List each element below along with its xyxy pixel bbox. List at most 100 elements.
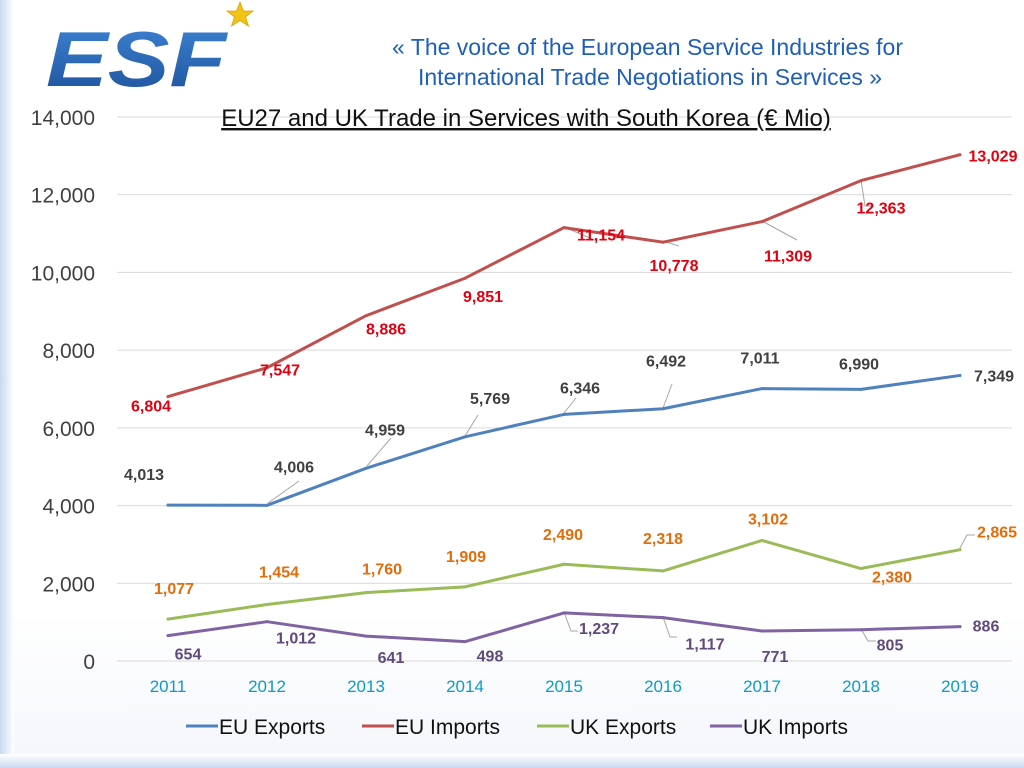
data-point-uk-imports xyxy=(463,640,467,644)
data-point-uk-exports xyxy=(859,567,863,571)
data-label-eu-exports: 7,349 xyxy=(974,368,1014,385)
x-tick-label: 2011 xyxy=(150,677,187,696)
leader-line xyxy=(860,628,876,642)
data-label-uk-exports: 1,760 xyxy=(362,562,402,579)
data-label-eu-exports: 4,959 xyxy=(365,422,405,439)
data-label-uk-exports: 2,490 xyxy=(543,527,583,544)
data-point-eu-exports xyxy=(562,412,566,416)
legend-label-eu-imports: EU Imports xyxy=(395,716,500,739)
data-label-eu-imports: 10,778 xyxy=(650,258,699,275)
data-point-uk-exports xyxy=(463,585,467,589)
data-point-uk-imports xyxy=(562,611,566,615)
data-point-eu-imports xyxy=(760,220,764,224)
leader-line xyxy=(959,534,975,549)
data-label-eu-imports: 6,804 xyxy=(131,399,171,416)
data-label-eu-imports: 7,547 xyxy=(260,363,300,380)
data-point-uk-imports xyxy=(661,616,665,620)
tagline: « The voice of the European Service Indu… xyxy=(392,32,992,92)
x-tick-label: 2017 xyxy=(743,677,781,696)
data-label-eu-imports: 8,886 xyxy=(366,322,406,339)
data-label-uk-imports: 805 xyxy=(877,638,904,655)
x-tick-label: 2018 xyxy=(842,677,880,696)
legend: EU Exports EU Imports UK Exports UK Imports xyxy=(186,716,848,739)
data-point-uk-exports xyxy=(958,548,962,552)
leader-line xyxy=(267,480,300,504)
star-icon xyxy=(225,0,255,27)
data-point-uk-imports xyxy=(760,629,764,633)
data-point-eu-imports xyxy=(958,153,962,157)
data-label-eu-exports: 6,492 xyxy=(646,354,686,371)
data-label-eu-exports: 5,769 xyxy=(470,391,510,408)
leader-line xyxy=(563,397,577,414)
data-point-eu-exports xyxy=(364,466,368,470)
esf-logo: ESF xyxy=(46,0,255,100)
y-axis: 0 2,000 4,000 6,000 8,000 10,000 12,000 14,000 xyxy=(31,107,95,674)
data-label-uk-imports: 886 xyxy=(973,619,1000,636)
data-point-eu-imports xyxy=(661,240,665,244)
data-point-eu-imports xyxy=(562,226,566,230)
data-label-uk-imports: 1,012 xyxy=(276,631,316,648)
label-leader-lines xyxy=(267,179,975,642)
leader-line xyxy=(662,616,677,638)
y-tick-label: 10,000 xyxy=(31,262,95,285)
data-label-eu-exports: 4,006 xyxy=(274,459,314,476)
series-lines xyxy=(166,153,962,644)
data-label-uk-exports: 1,077 xyxy=(154,581,194,598)
y-tick-label: 8,000 xyxy=(42,340,95,363)
legend-label-uk-exports: UK Exports xyxy=(570,716,676,739)
data-label-eu-imports: 12,363 xyxy=(857,201,906,218)
data-point-eu-exports xyxy=(166,503,170,507)
x-tick-label: 2019 xyxy=(941,677,979,696)
x-tick-label: 2015 xyxy=(545,677,583,696)
y-tick-label: 4,000 xyxy=(42,496,95,519)
x-tick-label: 2014 xyxy=(446,677,484,696)
data-point-uk-exports xyxy=(760,538,764,542)
data-point-eu-imports xyxy=(364,314,368,318)
data-point-uk-exports xyxy=(166,617,170,621)
data-point-uk-exports xyxy=(661,569,665,573)
leader-line xyxy=(563,611,578,632)
data-label-uk-imports: 1,237 xyxy=(579,621,619,638)
data-point-uk-imports xyxy=(265,620,269,624)
data-point-eu-exports xyxy=(958,373,962,377)
leader-line xyxy=(761,220,798,241)
data-label-uk-exports: 3,102 xyxy=(748,511,788,528)
data-point-uk-exports xyxy=(265,603,269,607)
y-tick-label: 14,000 xyxy=(31,107,95,130)
data-point-eu-exports xyxy=(463,435,467,439)
leader-line xyxy=(860,179,873,207)
data-point-uk-imports xyxy=(859,628,863,632)
data-label-uk-exports: 1,909 xyxy=(446,549,486,566)
data-label-uk-imports: 498 xyxy=(477,649,504,666)
data-point-eu-exports xyxy=(265,503,269,507)
data-point-eu-imports xyxy=(265,366,269,370)
y-tick-label: 2,000 xyxy=(42,573,95,596)
logo-text: ESF xyxy=(46,15,229,100)
tagline-line-2: International Trade Negotiations in Serv… xyxy=(418,64,883,90)
y-tick-label: 6,000 xyxy=(42,418,95,441)
data-label-uk-imports: 641 xyxy=(378,650,405,667)
data-label-uk-exports: 2,318 xyxy=(643,531,683,548)
legend-label-uk-imports: UK Imports xyxy=(743,716,848,739)
leader-line xyxy=(662,383,673,409)
slide-bottom-edge xyxy=(0,754,1024,768)
data-label-uk-exports: 1,454 xyxy=(259,565,299,582)
data-label-eu-exports: 6,990 xyxy=(839,356,879,373)
data-label-eu-exports: 4,013 xyxy=(124,467,164,484)
x-tick-label: 2013 xyxy=(347,677,385,696)
data-point-eu-imports xyxy=(859,179,863,183)
legend-label-eu-exports: EU Exports xyxy=(219,716,325,739)
x-tick-label: 2016 xyxy=(644,677,682,696)
data-label-uk-exports: 2,380 xyxy=(872,570,912,587)
data-label-eu-imports: 13,029 xyxy=(969,149,1018,166)
x-axis: 2011 2012 2013 2014 2015 2016 2017 2018 2019 xyxy=(150,677,979,696)
slide-left-edge xyxy=(0,0,14,768)
data-label-eu-exports: 7,011 xyxy=(740,351,779,368)
data-label-eu-imports: 11,154 xyxy=(577,228,625,245)
y-tick-label: 12,000 xyxy=(31,185,95,208)
leader-line xyxy=(464,414,479,437)
leader-line xyxy=(366,437,392,467)
x-tick-label: 2012 xyxy=(248,677,286,696)
data-point-uk-exports xyxy=(364,591,368,595)
